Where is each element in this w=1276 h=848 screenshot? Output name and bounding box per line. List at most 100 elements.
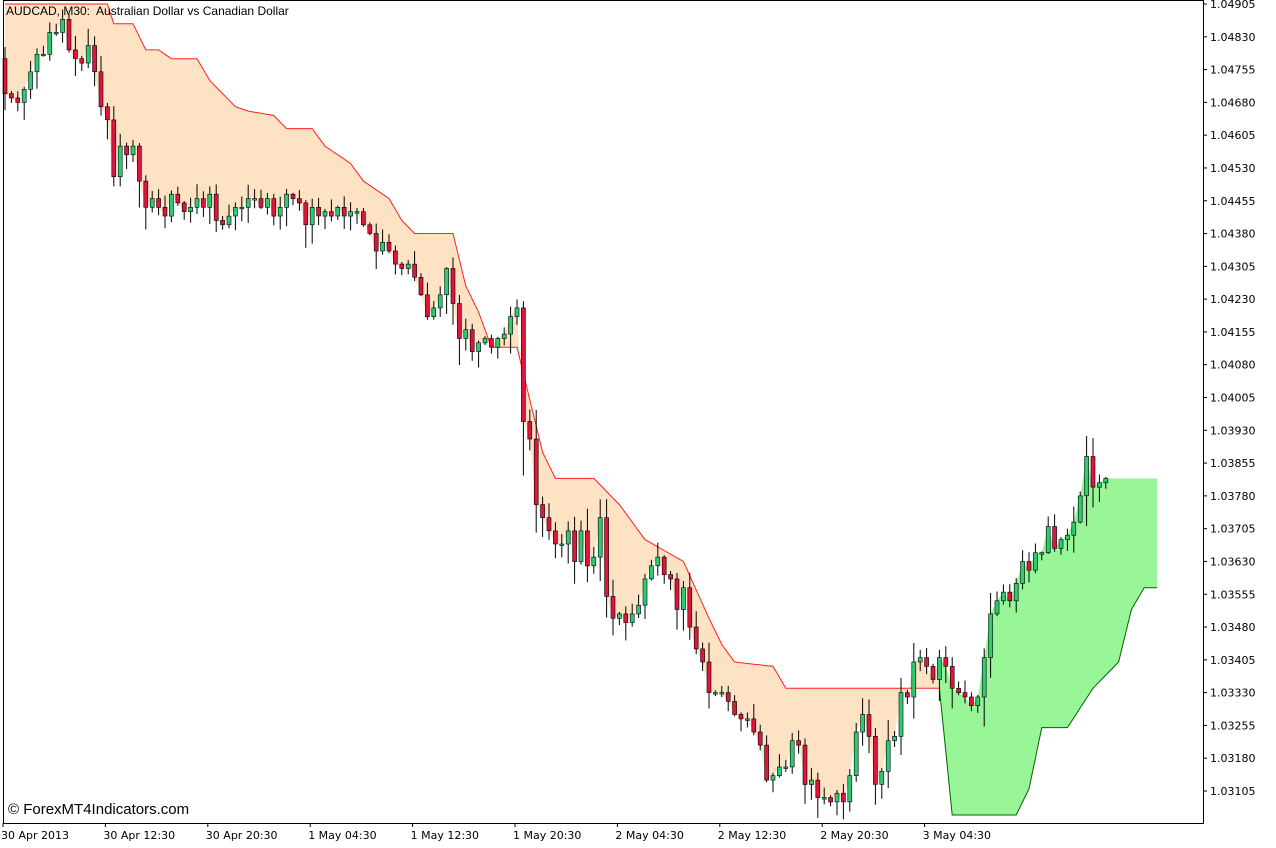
candle-body [873, 735, 878, 785]
candle-body [969, 696, 974, 706]
candle-body [309, 207, 315, 226]
candle-body [367, 224, 373, 234]
candle [533, 409, 539, 533]
x-axis: 30 Apr 2013 30 Apr 12:30 30 Apr 20:30 1 May… [1, 823, 991, 842]
candle [1026, 552, 1032, 583]
candle-body [66, 18, 72, 51]
candle-body [1077, 495, 1083, 523]
candle [1033, 543, 1038, 574]
candle [489, 334, 494, 354]
candle [905, 689, 910, 705]
candle-body [975, 696, 981, 706]
candle [1058, 537, 1064, 555]
candle [399, 262, 405, 276]
y-tick-label: 1.04305 [1210, 260, 1256, 273]
candle-body [623, 613, 629, 623]
candle [841, 783, 846, 820]
candle-body [137, 145, 142, 182]
candle-body [527, 421, 533, 440]
candle [565, 521, 571, 564]
candle-body [738, 714, 744, 720]
candle-body [361, 211, 366, 226]
candle-body [725, 692, 731, 702]
candle [373, 223, 379, 270]
candle-body [15, 97, 21, 103]
candle [802, 738, 808, 804]
candle-body [917, 657, 923, 663]
candle [220, 215, 225, 230]
candle-body [642, 578, 648, 606]
candle [393, 245, 398, 275]
candle-body [674, 578, 680, 610]
candle [847, 769, 853, 812]
candle-body [1097, 482, 1102, 488]
candle [789, 732, 795, 774]
candle [700, 642, 705, 671]
candle [949, 657, 955, 709]
candle-body [700, 648, 705, 663]
candle [201, 191, 206, 217]
candle-body [553, 530, 558, 545]
candle-body [444, 268, 449, 296]
y-tick-label: 1.03855 [1210, 457, 1256, 470]
candle-body [239, 207, 245, 210]
candle [674, 572, 680, 630]
candle [540, 496, 545, 537]
candle-body [245, 198, 251, 208]
candle [1020, 550, 1025, 590]
candle [21, 86, 27, 120]
x-tick-label: 1 May 20:30 [513, 829, 581, 842]
y-tick-label: 1.03405 [1210, 654, 1256, 667]
candle [386, 234, 392, 254]
y-tick-label: 1.03630 [1210, 555, 1256, 568]
candle-body [1033, 552, 1038, 571]
candle [130, 140, 136, 162]
y-axis: 1.04905 1.04830 1.04755 1.04680 1.04605 1.045… [1203, 0, 1256, 798]
candle [1077, 491, 1083, 524]
y-tick-label: 1.03330 [1210, 687, 1256, 700]
candle [437, 286, 443, 317]
candle [821, 787, 827, 805]
y-tick-label: 1.04230 [1210, 293, 1256, 306]
x-tick-label: 2 May 20:30 [820, 829, 888, 842]
candle-body [885, 740, 891, 772]
candle-body [386, 242, 392, 252]
candle-body [655, 556, 661, 567]
candle [207, 186, 213, 225]
plot-frame [3, 0, 1204, 824]
candle-body [1007, 591, 1013, 602]
candle-body [713, 692, 718, 695]
candle [28, 60, 33, 99]
candle [962, 680, 968, 704]
candle [469, 323, 475, 361]
candle [137, 143, 142, 208]
candle [143, 175, 149, 230]
candle-body [661, 556, 667, 575]
candle-body [322, 211, 328, 217]
candle [194, 184, 200, 215]
candle-body [252, 198, 257, 201]
candle-body [847, 775, 853, 803]
candle-body [937, 657, 942, 680]
candle-body [271, 198, 277, 217]
candle-body [1026, 561, 1032, 571]
candle-body [501, 333, 507, 339]
candle-body [949, 666, 955, 689]
candle [527, 409, 533, 451]
candle-body [1084, 456, 1089, 497]
candle [66, 14, 72, 53]
y-tick-label: 1.03930 [1210, 424, 1256, 437]
candle-body [9, 93, 14, 99]
candle [975, 694, 981, 713]
candle-body [124, 145, 129, 156]
candle [783, 759, 789, 772]
candle-body [297, 198, 302, 204]
candle [213, 184, 219, 233]
candle-body [373, 233, 379, 252]
candle-body [431, 307, 437, 317]
candle-body [469, 329, 475, 352]
candle-body [809, 779, 814, 785]
candle-body [668, 574, 673, 580]
candle [917, 649, 923, 672]
